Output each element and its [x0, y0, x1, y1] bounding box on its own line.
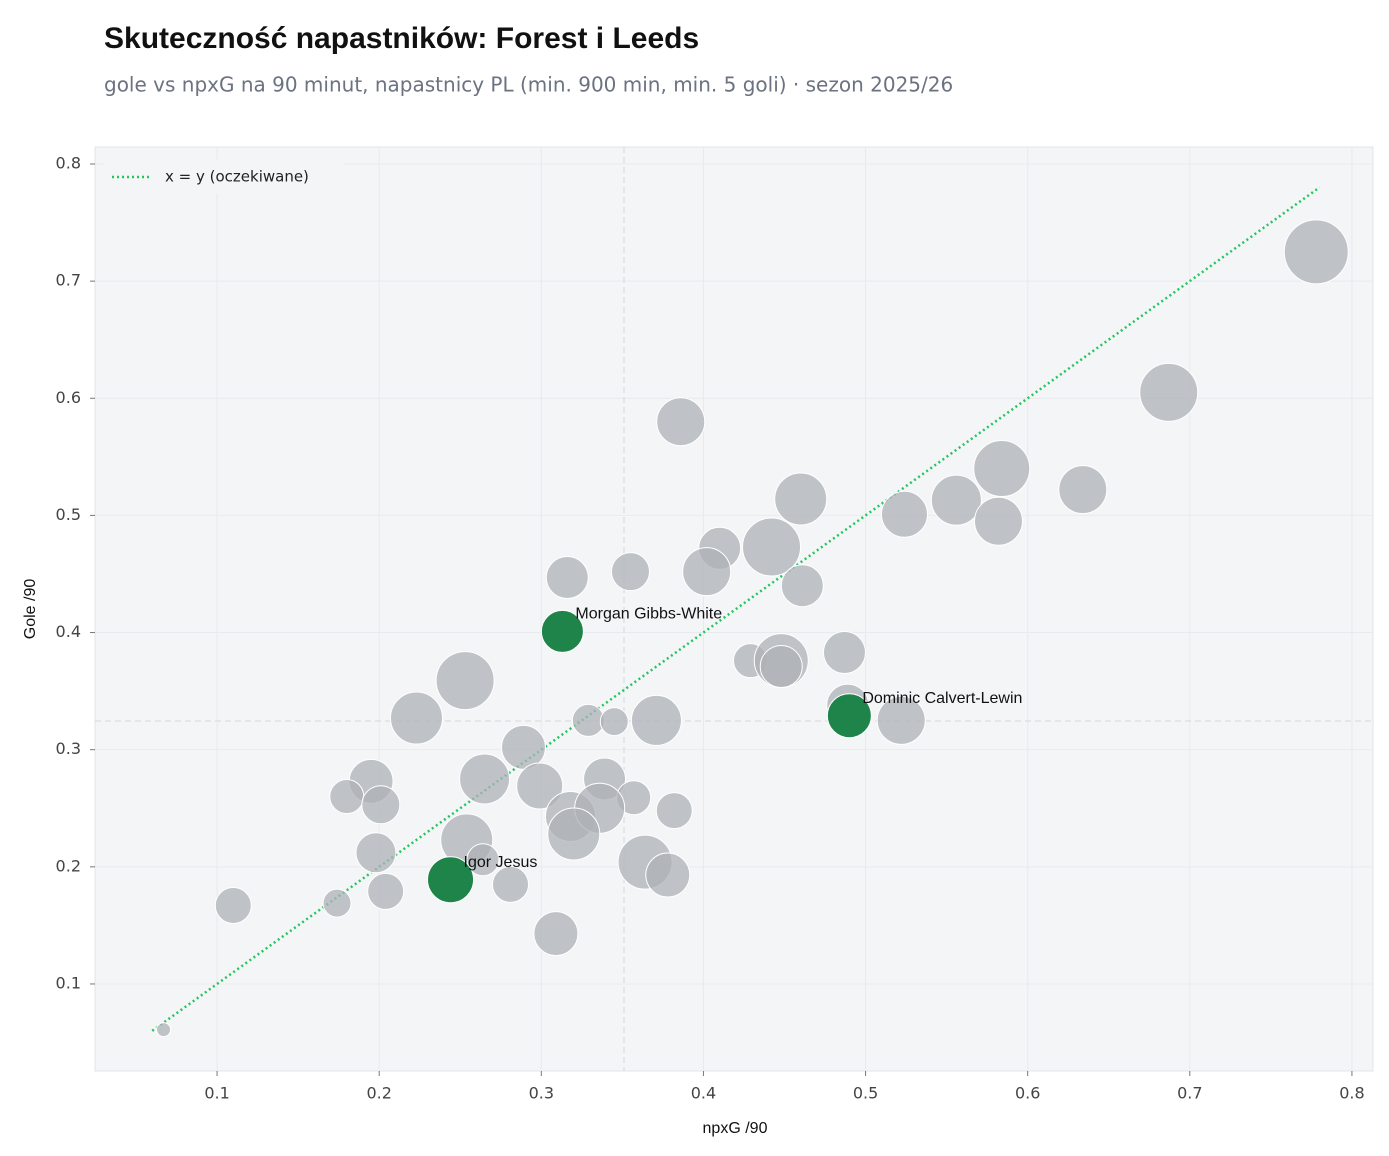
bubble	[599, 707, 629, 737]
y-tick-label: 0.8	[56, 153, 81, 172]
bubble	[367, 872, 405, 910]
bubble	[435, 651, 495, 711]
bubble	[466, 843, 500, 877]
y-tick-label: 0.4	[56, 622, 81, 641]
chart-subtitle: gole vs npxG na 90 minut, napastnicy PL …	[104, 73, 953, 97]
bubble	[630, 694, 682, 746]
y-tick-label: 0.3	[56, 739, 81, 758]
bubble	[389, 691, 443, 745]
x-tick-label: 0.5	[853, 1084, 878, 1103]
y-tick-label: 0.1	[56, 973, 81, 992]
point-label: Igor Jesus	[464, 854, 538, 871]
y-tick-label: 0.6	[56, 388, 81, 407]
bubble	[427, 856, 475, 904]
x-tick-label: 0.6	[1015, 1084, 1040, 1103]
x-tick-label: 0.1	[204, 1084, 229, 1103]
bubble	[322, 888, 352, 918]
bubble	[826, 693, 872, 739]
bubble	[533, 911, 579, 957]
bubble	[1283, 219, 1349, 285]
bubble	[780, 564, 824, 608]
bubble	[974, 496, 1024, 546]
x-tick-label: 0.7	[1177, 1084, 1202, 1103]
x-tick-label: 0.3	[529, 1084, 554, 1103]
bubble	[1058, 465, 1108, 515]
bubble	[361, 785, 401, 825]
x-tick-label: 0.4	[691, 1084, 716, 1103]
reference-line	[151, 186, 1321, 1032]
bubble	[516, 762, 564, 810]
bubble	[682, 547, 732, 597]
bubble	[742, 517, 802, 577]
bubble	[545, 555, 589, 599]
bubble	[656, 397, 706, 447]
point-label: Morgan Gibbs-White	[575, 606, 722, 623]
bubble	[492, 865, 530, 903]
bubble	[880, 490, 928, 538]
bubble	[822, 630, 866, 674]
legend-label: x = y (oczekiwane)	[165, 168, 309, 186]
x-tick-label: 0.8	[1339, 1084, 1364, 1103]
bubble	[655, 792, 693, 830]
bubble	[329, 779, 365, 815]
y-axis-label: Gole /90	[22, 579, 39, 640]
bubble	[930, 474, 982, 526]
bubble	[156, 1022, 172, 1038]
y-tick-label: 0.5	[56, 505, 81, 524]
bubble	[973, 440, 1031, 498]
point-label: Dominic Calvert-Lewin	[862, 690, 1022, 707]
bubble	[571, 703, 605, 737]
bubble	[540, 609, 584, 653]
bubble	[214, 886, 252, 924]
bubble	[1139, 362, 1199, 422]
plot-area	[94, 146, 1374, 1072]
bubble	[645, 852, 691, 898]
x-tick-label: 0.2	[366, 1084, 391, 1103]
x-axis-label: npxG /90	[703, 1120, 768, 1137]
bubble	[610, 552, 650, 592]
y-tick-label: 0.2	[56, 856, 81, 875]
bubble	[547, 807, 601, 861]
bubble	[759, 645, 803, 689]
chart-title: Skuteczność napastników: Forest i Leeds	[104, 22, 699, 55]
bubble	[355, 832, 397, 874]
y-tick-label: 0.7	[56, 271, 81, 290]
bubble	[774, 472, 828, 526]
bubble	[876, 695, 926, 745]
bubble	[459, 753, 511, 805]
